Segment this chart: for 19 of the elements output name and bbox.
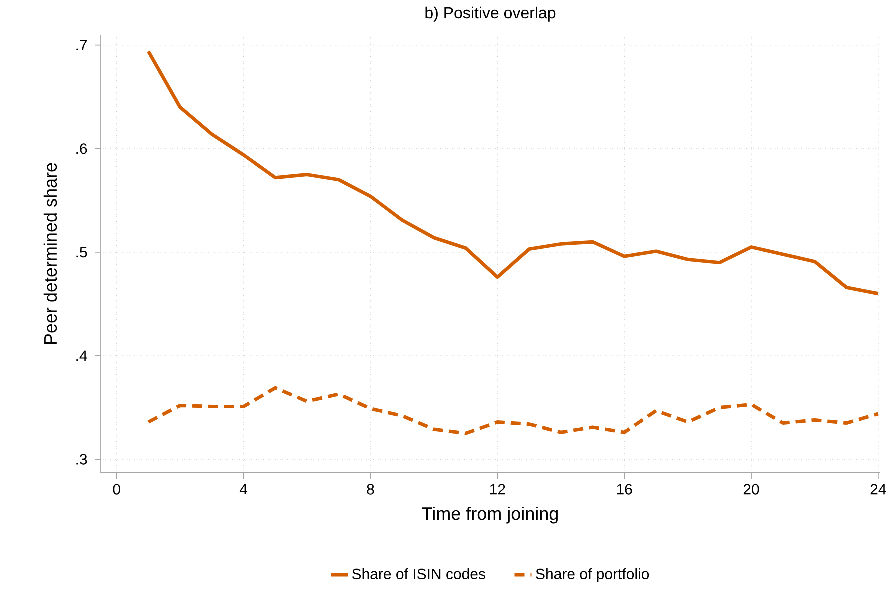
x-tick-label: 4 [240,484,248,495]
x-axis-title: Time from joining [422,507,558,524]
legend-label: Share of ISIN codes [352,568,486,580]
x-tick-label: 16 [617,484,632,495]
y-tick-label: .4 [76,350,88,362]
y-tick-label: .3 [76,454,88,465]
x-tick-label: 24 [870,484,886,495]
x-tick-label: 20 [744,484,760,495]
x-tick-label: 12 [490,484,506,495]
chart-title: b) Positive overlap [426,6,556,22]
y-axis-title: Peer determined share [44,163,58,344]
line-series [146,50,880,296]
legend-label: Share of portfolio [536,568,650,582]
x-tick-label: 8 [367,484,374,495]
y-tick-label: .6 [76,144,88,154]
line-series [146,386,880,436]
y-tick-label: .7 [76,40,88,51]
x-tick-label: 0 [113,484,120,495]
y-tick-label: .5 [76,247,88,258]
